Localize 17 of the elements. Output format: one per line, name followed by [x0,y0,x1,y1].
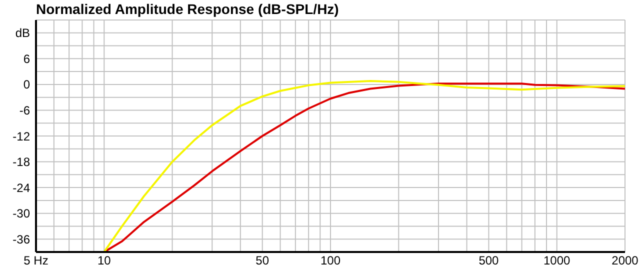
x-tick-label: 1000 [544,254,571,268]
x-tick-label: 2000 [612,254,639,268]
y-tick-label: -18 [12,155,30,170]
y-tick-label: -12 [12,129,30,144]
x-tick-label: 100 [320,254,341,268]
x-tick-label: 500 [478,254,500,268]
y-tick-label: -30 [12,206,30,221]
y-tick-label: 6 [23,52,30,66]
y-tick-label: -24 [12,180,30,195]
x-tick-label: 5 Hz [24,254,48,268]
y-tick-label: dB [15,26,30,40]
x-tick-label: 50 [256,254,270,268]
y-tick-label: 0 [23,78,30,92]
y-tick-label: -6 [19,103,30,118]
x-tick-label: 10 [97,254,112,268]
y-tick-label: -36 [12,232,30,246]
chart-title: Normalized Amplitude Response (dB-SPL/Hz) [36,1,339,17]
